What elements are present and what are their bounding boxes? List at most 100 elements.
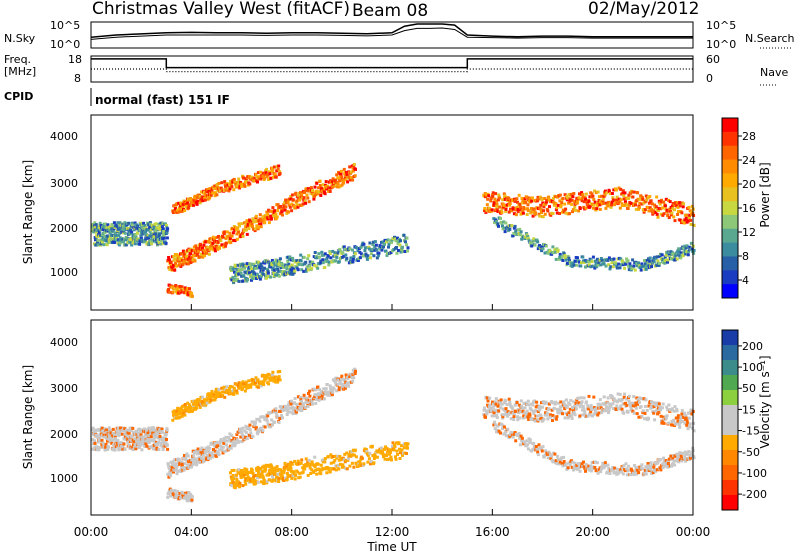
scatter-cell bbox=[300, 259, 303, 262]
scatter-cell bbox=[599, 470, 602, 473]
scatter-cell bbox=[491, 195, 494, 198]
scatter-cell bbox=[506, 428, 509, 431]
scatter-cell bbox=[690, 242, 693, 245]
scatter-cell bbox=[680, 211, 683, 214]
scatter-cell bbox=[582, 461, 585, 464]
scatter-cell bbox=[598, 412, 601, 415]
scatter-cell bbox=[520, 399, 523, 402]
scatter-cell bbox=[627, 207, 630, 210]
scatter-cell bbox=[376, 456, 379, 459]
scatter-cell bbox=[264, 468, 267, 471]
scatter-cell bbox=[512, 418, 515, 421]
scatter-cell bbox=[354, 370, 357, 373]
scatter-cell bbox=[567, 466, 570, 469]
scatter-cell bbox=[689, 422, 692, 425]
scatter-cell bbox=[299, 402, 302, 405]
scatter-cell bbox=[353, 163, 356, 166]
scatter-cell bbox=[199, 243, 202, 246]
nave-tick-top-right: 60 bbox=[706, 53, 720, 66]
scatter-cell bbox=[518, 194, 521, 197]
scatter-cell bbox=[340, 172, 343, 175]
scatter-cell bbox=[361, 457, 364, 460]
scatter-cell bbox=[116, 430, 119, 433]
scatter-cell bbox=[182, 263, 185, 266]
scatter-cell bbox=[278, 421, 281, 424]
scatter-cell bbox=[566, 262, 569, 265]
scatter-cell bbox=[368, 452, 371, 455]
scatter-cell bbox=[294, 478, 297, 481]
scatter-cell bbox=[269, 276, 272, 279]
scatter-cell bbox=[233, 469, 236, 472]
scatter-cell bbox=[577, 397, 580, 400]
scatter-cell bbox=[220, 181, 223, 184]
scatter-cell bbox=[529, 438, 532, 441]
scatter-cell bbox=[638, 401, 641, 404]
scatter-cell bbox=[130, 231, 133, 234]
scatter-cell bbox=[623, 267, 626, 270]
scatter-cell bbox=[355, 246, 358, 249]
scatter-cell bbox=[304, 202, 307, 205]
scatter-cell bbox=[592, 256, 595, 259]
scatter-cell bbox=[513, 415, 516, 418]
noise-tick-top-left: 10^5 bbox=[50, 19, 80, 32]
scatter-cell bbox=[395, 458, 398, 461]
scatter-cell bbox=[631, 258, 634, 261]
scatter-cell bbox=[294, 192, 297, 195]
scatter-cell bbox=[308, 200, 311, 203]
scatter-cell bbox=[178, 458, 181, 461]
scatter-cell bbox=[559, 194, 562, 197]
scatter-cell bbox=[582, 405, 585, 408]
scatter-cell bbox=[516, 401, 519, 404]
scatter-cell bbox=[593, 466, 596, 469]
scatter-cell bbox=[211, 390, 214, 393]
scatter-cell bbox=[633, 412, 636, 415]
scatter-cell bbox=[669, 200, 672, 203]
scatter-cell bbox=[338, 260, 341, 263]
scatter-cell bbox=[653, 418, 656, 421]
scatter-cell bbox=[173, 269, 176, 272]
scatter-cell bbox=[399, 239, 402, 242]
scatter-cell bbox=[279, 378, 282, 381]
scatter-cell bbox=[222, 446, 225, 449]
scatter-cell bbox=[571, 417, 574, 420]
scatter-cell bbox=[495, 397, 498, 400]
scatter-cell bbox=[500, 211, 503, 214]
scatter-cell bbox=[619, 393, 622, 396]
scatter-cell bbox=[605, 405, 608, 408]
scatter-cell bbox=[343, 168, 346, 171]
scatter-cell bbox=[195, 463, 198, 466]
scatter-cell bbox=[555, 415, 558, 418]
scatter-cell bbox=[505, 208, 508, 211]
scatter-cell bbox=[298, 199, 301, 202]
scatter-cell bbox=[290, 403, 293, 406]
scatter-cell bbox=[291, 463, 294, 466]
scatter-cell bbox=[251, 469, 254, 472]
scatter-cell bbox=[167, 288, 170, 291]
scatter-cell bbox=[522, 212, 525, 215]
scatter-cell bbox=[498, 197, 501, 200]
scatter-cell bbox=[324, 252, 327, 255]
scatter-cell bbox=[259, 476, 262, 479]
scatter-cell bbox=[640, 269, 643, 272]
scatter-cell bbox=[293, 270, 296, 273]
scatter-cell bbox=[647, 209, 650, 212]
scatter-cell bbox=[271, 373, 274, 376]
scatter-cell bbox=[260, 225, 263, 228]
scatter-cell bbox=[685, 214, 688, 217]
scatter-cell bbox=[183, 209, 186, 212]
scatter-cell bbox=[526, 213, 529, 216]
scatter-cell bbox=[568, 411, 571, 414]
scatter-cell bbox=[329, 256, 332, 259]
scatter-cell bbox=[674, 219, 677, 222]
scatter-cell bbox=[155, 222, 158, 225]
scatter-cell bbox=[535, 401, 538, 404]
scatter-cell bbox=[278, 275, 281, 278]
scatter-cell bbox=[345, 257, 348, 260]
scatter-cell bbox=[329, 384, 332, 387]
scatter-cell bbox=[396, 453, 399, 456]
scatter-cell bbox=[512, 436, 515, 439]
scatter-cell bbox=[564, 416, 567, 419]
scatter-cell bbox=[617, 263, 620, 266]
scatter-cell bbox=[253, 220, 256, 223]
scatter-cell bbox=[634, 269, 637, 272]
